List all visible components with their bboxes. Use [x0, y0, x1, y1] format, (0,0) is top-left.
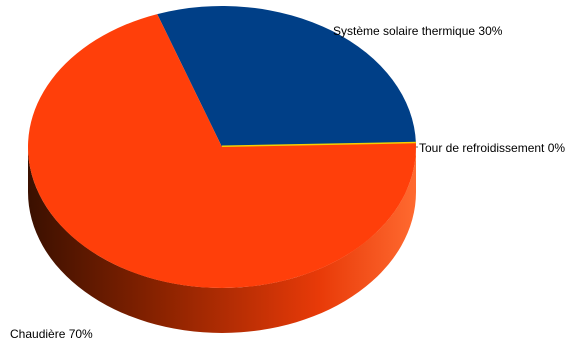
slice-labels: Système solaire thermique 30% Tour de re…: [10, 24, 565, 341]
pie-slice-systeme-solaire-thermique: [157, 6, 416, 147]
label-tour-de-refroidissement: Tour de refroidissement 0%: [419, 141, 565, 155]
pie-slice-chaudiere: [27, 14, 416, 289]
pie-top: [27, 6, 416, 289]
pie-side-chaudiere: [28, 147, 416, 333]
pie-side-wall: [28, 147, 416, 333]
label-chaudiere: Chaudière 70%: [10, 327, 93, 341]
label-systeme-solaire-thermique: Système solaire thermique 30%: [333, 24, 503, 38]
